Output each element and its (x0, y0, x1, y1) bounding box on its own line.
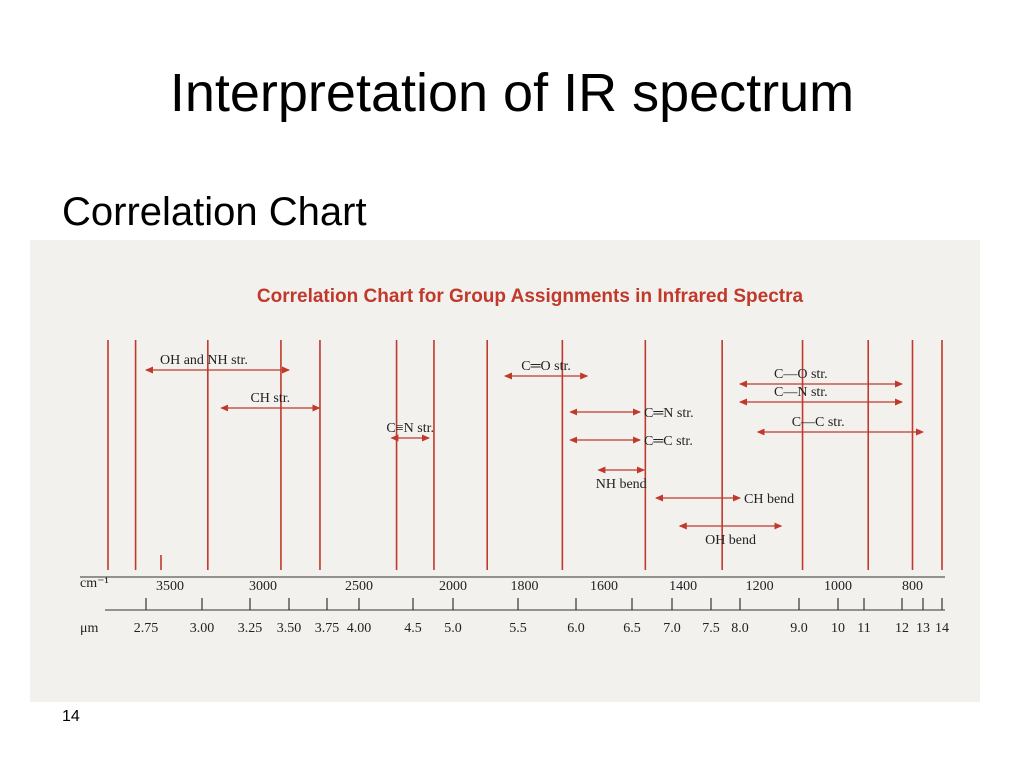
band-label: C≡N str. (386, 421, 434, 436)
band-label: C═O str. (521, 359, 571, 374)
band-label: OH bend (705, 533, 756, 548)
wavenumber-tick-label: 1200 (746, 579, 774, 594)
wavenumber-tick-label: 800 (902, 579, 923, 594)
slide-subtitle: Correlation Chart (62, 190, 367, 234)
wavenumber-tick-label: 2000 (439, 579, 467, 594)
micron-tick-label: 5.0 (444, 621, 462, 636)
wavenumber-tick-label: 2500 (345, 579, 373, 594)
micron-tick-label: 6.5 (623, 621, 641, 636)
micron-tick-label: 6.0 (567, 621, 585, 636)
band-label: C—N str. (774, 385, 828, 400)
micron-tick-label: 14 (935, 621, 949, 636)
band-label: OH and NH str. (160, 353, 248, 368)
micron-axis-label: μm (80, 621, 99, 636)
band-arrows: OH and NH str. CH str. C≡N str. C═O str. C═N… (145, 353, 924, 548)
band-label: C═C str. (644, 434, 693, 449)
slide-number: 14 (62, 708, 80, 725)
micron-tick-label: 5.5 (509, 621, 527, 636)
micron-tick-label: 9.0 (790, 621, 808, 636)
wavenumber-tick-label: 3500 (156, 579, 184, 594)
micron-tick-label: 7.5 (702, 621, 720, 636)
wavenumber-tick-label: 1000 (824, 579, 852, 594)
band-label: C═N str. (644, 406, 694, 421)
axes: cm⁻¹ 3500 3000 2500 2000 1800 1600 1400 1200 1000… (80, 555, 949, 636)
micron-tick-label: 3.00 (190, 621, 215, 636)
micron-tick-label: 13 (916, 621, 930, 636)
correlation-chart-figure: Correlation Chart for Group Assignments … (30, 240, 980, 702)
wavenumber-tick-label: 1800 (510, 579, 538, 594)
micron-tick-label: 3.25 (238, 621, 263, 636)
micron-tick-label: 11 (857, 621, 870, 636)
chart-title: Correlation Chart for Group Assignments … (257, 286, 804, 307)
band-label: C—O str. (774, 367, 828, 382)
band-label: C—C str. (792, 415, 845, 430)
wavenumber-tick-label: 1600 (590, 579, 618, 594)
micron-tick-label: 10 (831, 621, 845, 636)
micron-tick-label: 8.0 (731, 621, 749, 636)
band-label: NH bend (596, 477, 647, 492)
micron-tick-label: 4.5 (404, 621, 422, 636)
band-label: CH str. (250, 391, 290, 406)
wavenumber-tick-label: 3000 (249, 579, 277, 594)
micron-tick-label: 4.00 (347, 621, 372, 636)
micron-tick-label: 12 (895, 621, 909, 636)
band-label: CH bend (744, 492, 794, 507)
slide-title: Interpretation of IR spectrum (169, 63, 855, 123)
correlation-chart: Correlation Chart for Group Assignments … (80, 286, 949, 636)
micron-tick-label: 3.50 (277, 621, 302, 636)
wavenumber-tick-label: 1400 (669, 579, 697, 594)
micron-tick-label: 7.0 (663, 621, 681, 636)
micron-tick-label: 3.75 (315, 621, 340, 636)
micron-tick-label: 2.75 (134, 621, 159, 636)
grid-lines (107, 340, 943, 570)
wavenumber-axis-label: cm⁻¹ (80, 576, 109, 591)
